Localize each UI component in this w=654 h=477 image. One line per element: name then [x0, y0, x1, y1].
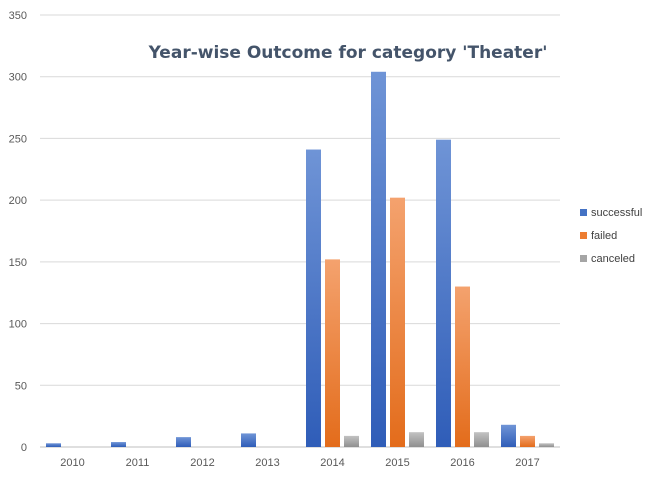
bar-canceled-2016 [474, 432, 489, 447]
y-tick-label: 150 [9, 257, 27, 269]
bar-failed-2015 [390, 197, 405, 447]
y-tick-label: 100 [9, 319, 27, 331]
bar-canceled-2017 [539, 443, 554, 447]
bar-successful-2011 [111, 442, 126, 447]
bar-successful-2012 [176, 437, 191, 447]
x-tick-label: 2015 [385, 457, 409, 469]
chart-title: Year-wise Outcome for category 'Theater' [148, 43, 548, 63]
legend-swatch-canceled [580, 255, 587, 262]
legend-label-successful: successful [591, 207, 642, 219]
bar-successful-2013 [241, 433, 256, 447]
gridlines [40, 14, 560, 448]
bar-successful-2015 [371, 71, 386, 447]
y-tick-label: 0 [21, 442, 27, 454]
bar-successful-2014 [306, 149, 321, 447]
y-tick-label: 350 [9, 10, 27, 22]
bars [46, 71, 554, 448]
bar-canceled-2014 [344, 435, 359, 447]
y-tick-label: 300 [9, 72, 27, 84]
legend-label-failed: failed [591, 230, 617, 242]
bar-successful-2010 [46, 443, 61, 447]
bar-successful-2017 [501, 424, 516, 447]
bar-failed-2017 [520, 435, 535, 447]
x-tick-label: 2012 [190, 457, 214, 469]
y-axis-tick-labels: 0 50 100 150 200 250 300 350 [9, 10, 27, 454]
bar-failed-2016 [455, 286, 470, 447]
legend: successful failed canceled [580, 207, 642, 265]
bar-failed-2014 [325, 259, 340, 447]
x-tick-label: 2017 [515, 457, 539, 469]
bar-successful-2016 [436, 139, 451, 448]
x-axis-tick-labels: 2010 2011 2012 2013 2014 2015 2016 2017 [60, 457, 539, 469]
y-tick-label: 50 [15, 380, 27, 392]
x-tick-label: 2013 [255, 457, 279, 469]
legend-label-canceled: canceled [591, 253, 635, 265]
x-tick-label: 2010 [60, 457, 84, 469]
y-tick-label: 250 [9, 133, 27, 145]
bar-canceled-2015 [409, 432, 424, 447]
legend-swatch-successful [580, 209, 587, 216]
x-tick-label: 2011 [126, 457, 150, 469]
y-tick-label: 200 [9, 195, 27, 207]
x-tick-label: 2016 [450, 457, 474, 469]
x-tick-label: 2014 [320, 457, 344, 469]
legend-swatch-failed [580, 232, 587, 239]
